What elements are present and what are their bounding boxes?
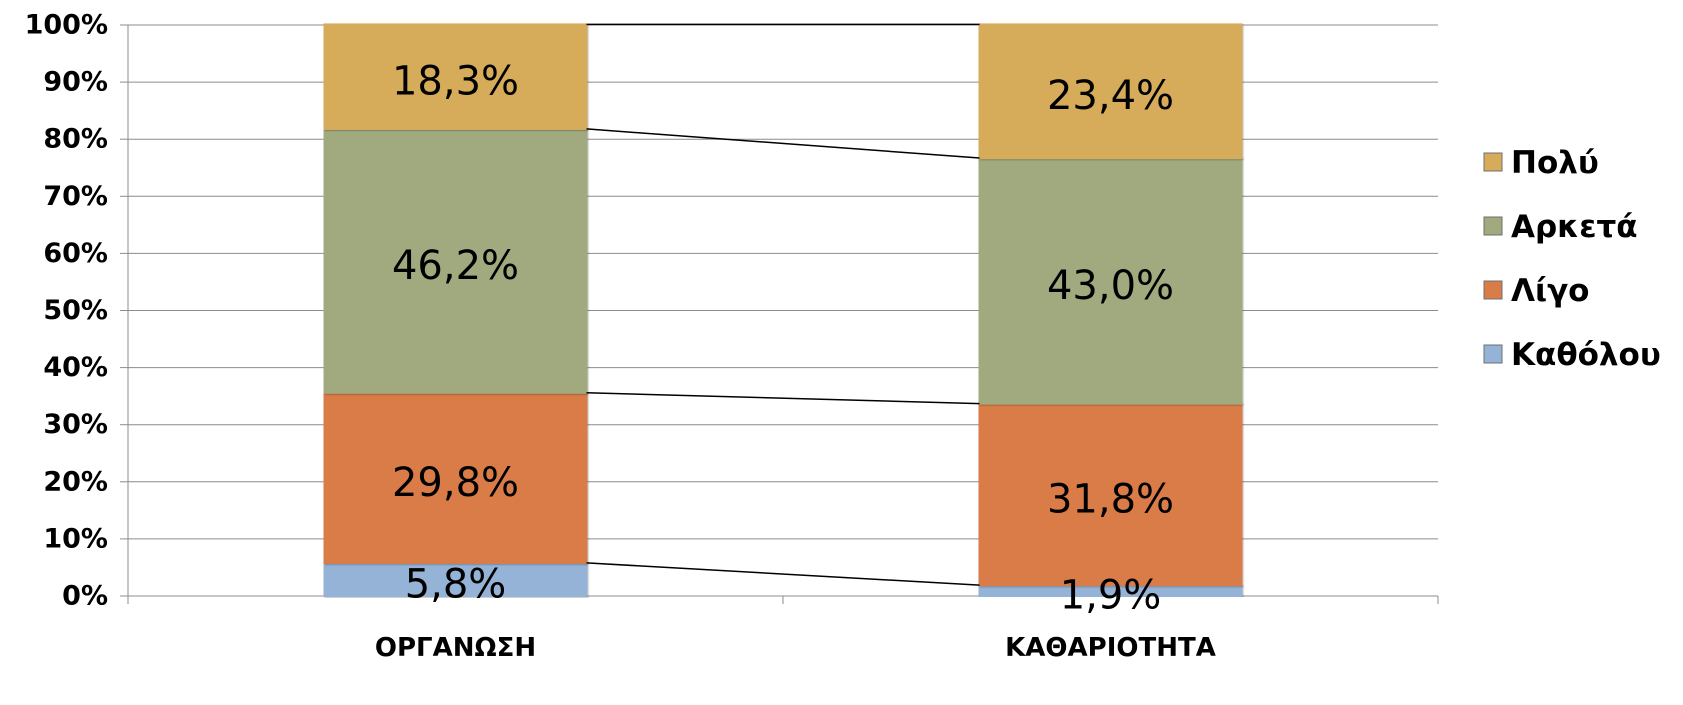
data-label-πολύ: 23,4% xyxy=(1047,73,1174,119)
y-tick-label: 70% xyxy=(43,181,108,212)
legend: Πολύ Αρκετά Λίγο Καθόλου xyxy=(1483,145,1661,373)
legend-swatch-καθόλου xyxy=(1483,344,1503,364)
legend-label-πολύ: Πολύ xyxy=(1511,145,1599,181)
x-category-label: ΟΡΓΑΝΩΣΗ xyxy=(375,633,536,663)
bar-segment-καθόλου xyxy=(323,561,588,598)
bar-segment-αρκετά xyxy=(323,127,588,394)
data-label-λίγο: 29,8% xyxy=(392,460,519,506)
y-tick-label: 50% xyxy=(43,295,108,326)
y-tick-label: 10% xyxy=(43,523,108,554)
bar-segment-λίγο xyxy=(323,391,588,564)
bars xyxy=(323,23,1243,598)
bar-segment-λίγο xyxy=(978,402,1243,587)
x-category-label: ΚΑΘΑΡΙΟΤΗΤΑ xyxy=(1005,633,1216,663)
data-labels: 5,8% 29,8% 46,2% 18,3% 1,9% 31,8% 43,0% 23,4% xyxy=(392,59,1174,619)
series-lines xyxy=(586,23,980,586)
legend-label-καθόλου: Καθόλου xyxy=(1511,337,1661,373)
series-line-αρκετά xyxy=(586,128,980,159)
x-axis: ΟΡΓΑΝΩΣΗ ΚΑΘΑΡΙΟΤΗΤΑ xyxy=(127,595,1439,663)
bar-segment-πολύ xyxy=(323,23,588,130)
y-tick-label: 100% xyxy=(25,10,108,41)
y-axis: 0% 10% 20% 30% 40% 50% 60% 70% 80% 90% 100% xyxy=(25,10,129,612)
y-tick-label: 80% xyxy=(43,124,108,155)
legend-swatch-λίγο xyxy=(1483,280,1503,300)
legend-label-αρκετά: Αρκετά xyxy=(1511,209,1638,245)
data-label-λίγο: 31,8% xyxy=(1047,476,1174,522)
series-line-καθόλου xyxy=(586,562,980,586)
data-label-αρκετά: 46,2% xyxy=(392,243,519,289)
data-label-πολύ: 18,3% xyxy=(392,59,519,105)
y-tick-label: 60% xyxy=(43,238,108,269)
y-tick-label: 0% xyxy=(62,581,108,612)
legend-swatch-αρκετά xyxy=(1483,216,1503,236)
data-label-καθόλου: 1,9% xyxy=(1060,573,1162,619)
data-label-καθόλου: 5,8% xyxy=(405,561,507,607)
y-tick-label: 30% xyxy=(43,409,108,440)
series-line-λίγο xyxy=(586,391,980,405)
y-tick-label: 40% xyxy=(43,352,108,383)
bar-segment-αρκετά xyxy=(978,157,1243,405)
data-label-αρκετά: 43,0% xyxy=(1047,263,1174,309)
y-tick-label: 20% xyxy=(43,466,108,497)
bar-segment-πολύ xyxy=(978,23,1243,160)
legend-label-λίγο: Λίγο xyxy=(1511,273,1589,309)
y-tick-label: 90% xyxy=(43,67,108,98)
legend-swatch-πολύ xyxy=(1483,152,1503,172)
